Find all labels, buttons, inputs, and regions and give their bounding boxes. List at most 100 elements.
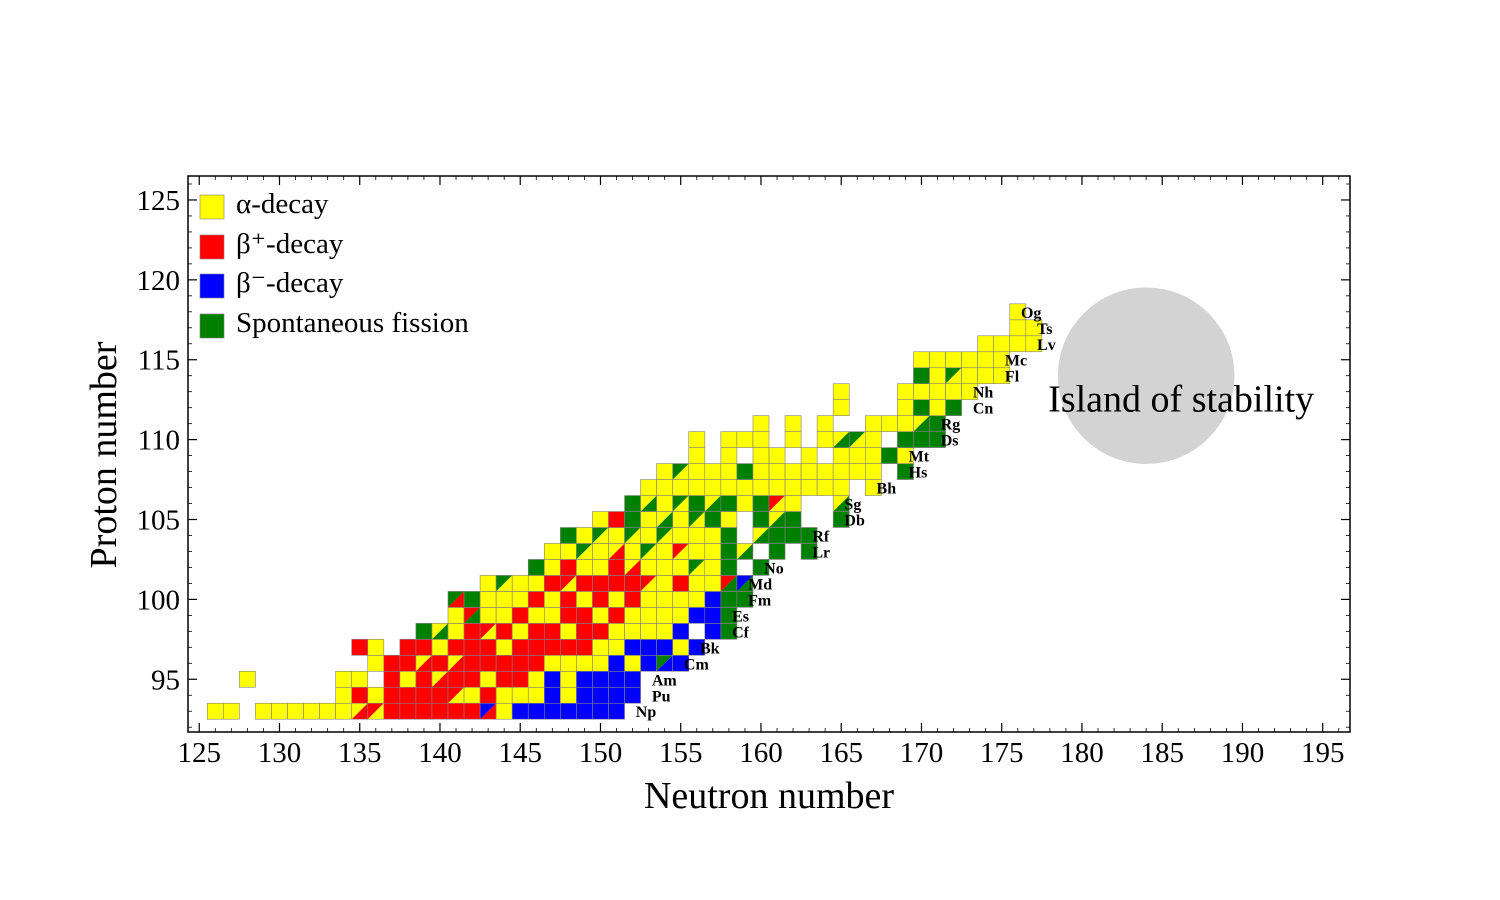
nuclide-cell-n152-z106 <box>624 495 641 512</box>
nuclide-cell-n155-z108 <box>672 463 690 480</box>
nuclide-cell-n164-z111 <box>816 415 834 432</box>
nuclide-cell-n154-z102 <box>656 559 674 576</box>
nuclide-cell-n174-z115 <box>977 351 994 369</box>
nuclide-cell-n136-z94 <box>367 686 385 704</box>
legend: α-decay β⁺-decay β⁻-decay Spontaneous fi… <box>199 188 469 339</box>
nuclide-cell-n160-z110 <box>752 431 770 448</box>
nuclide-cell-n152-z101 <box>624 575 641 592</box>
nuclide-cell-n162-z110 <box>784 431 802 448</box>
nuclide-cell-n131-z93 <box>287 702 304 720</box>
nuclide-cell-n164-z108 <box>816 463 834 480</box>
nuclide-cell-n149-z100 <box>576 591 593 608</box>
element-label-sg: Sg <box>844 497 861 514</box>
nuclide-cell-n148-z103 <box>560 543 577 560</box>
nuclide-cell-n161-z106 <box>768 495 786 512</box>
nuclide-cell-n154-z106 <box>656 495 674 512</box>
nuclide-cell-n159-z103 <box>736 543 754 560</box>
nuclide-cell-n142-z100 <box>463 591 481 608</box>
nuclide-cell-n149-z96 <box>576 655 593 672</box>
nuclide-cell-n154-z99 <box>656 607 674 624</box>
nuclide-cell-n147-z94 <box>544 686 561 704</box>
nuclide-cell-n140-z95 <box>431 670 449 688</box>
nuclide-cell-n142-z95 <box>463 670 481 688</box>
nuclide-cell-n171-z115 <box>929 351 946 369</box>
legend-label-beta-minus: β⁻-decay <box>236 267 344 299</box>
nuclide-cell-n153-z107 <box>640 479 657 496</box>
element-label-og: Og <box>1021 305 1041 322</box>
nuclide-cell-n153-z102 <box>640 559 657 576</box>
nuclide-cell-n144-z98 <box>495 623 513 640</box>
nuclide-cell-n151-z105 <box>608 511 625 528</box>
nuclide-cell-n177-z117 <box>1025 319 1043 337</box>
nuclide-cell-n141-z100 <box>447 591 465 608</box>
nuclide-cell-n168-z109 <box>881 447 898 464</box>
nuclide-cell-n160-z109 <box>752 447 770 464</box>
nuclide-cell-n156-z105 <box>688 511 706 528</box>
element-label-rg: Rg <box>941 417 961 434</box>
nuclide-cell-n155-z99 <box>672 607 690 624</box>
nuclide-cell-n153-z98 <box>640 623 657 640</box>
nuclide-cell-n134-z95 <box>335 670 353 688</box>
x-tick-label: 155 <box>659 737 703 769</box>
nuclide-cell-n145-z100 <box>511 591 529 608</box>
nuclide-cell-n171-z114 <box>929 367 946 385</box>
nuclide-cell-n144-z95 <box>495 670 513 688</box>
nuclide-cell-n153-z99 <box>640 607 657 624</box>
nuclide-cell-n141-z98 <box>447 623 465 640</box>
element-label-np: Np <box>636 704 657 721</box>
nuclide-cell-n160-z104 <box>752 527 770 544</box>
legend-swatch-beta-minus <box>199 273 225 299</box>
nuclide-cell-n144-z97 <box>495 639 513 656</box>
nuclide-cell-n161-z104 <box>768 527 786 544</box>
nuclide-cell-n140-z96 <box>431 655 449 672</box>
nuclide-cell-n150-z104 <box>592 527 609 544</box>
element-label-mc: Mc <box>1005 353 1027 370</box>
element-label-bh: Bh <box>877 481 897 498</box>
nuclide-cell-n155-z104 <box>672 527 690 544</box>
nuclide-cell-n160-z106 <box>752 495 770 512</box>
nuclide-cell-n146-z95 <box>527 670 545 688</box>
legend-swatch-beta-plus <box>199 234 225 260</box>
nuclide-cell-n151-z99 <box>608 607 625 624</box>
nuclide-cell-n134-z94 <box>335 686 353 704</box>
nuclide-cell-n159-z106 <box>736 495 754 512</box>
nuclide-cell-n172-z112 <box>945 399 962 416</box>
element-label-cm: Cm <box>684 656 710 673</box>
x-tick-label: 175 <box>980 737 1024 769</box>
nuclide-cell-n152-z98 <box>624 623 641 640</box>
element-label-db: Db <box>844 513 865 530</box>
nuclide-cell-n169-z113 <box>897 383 914 400</box>
nuclide-cell-n146-z99 <box>527 607 545 624</box>
nuclide-cell-n141-z97 <box>447 639 465 656</box>
nuclide-cell-n141-z95 <box>447 670 465 688</box>
x-tick-label: 130 <box>258 737 302 769</box>
nuclide-cell-n144-z93 <box>495 702 513 720</box>
nuclide-cell-n152-z97 <box>624 639 641 656</box>
y-axis-ticks: 95 100 105 110 115 120 125 <box>137 183 1350 728</box>
nuclide-cell-n135-z95 <box>351 670 369 688</box>
nuclide-cell-n150-z95 <box>592 670 609 688</box>
nuclide-cell-n137-z95 <box>383 670 401 688</box>
island-layer: Island of stability <box>1048 287 1314 464</box>
nuclide-cell-n150-z96 <box>592 655 609 672</box>
nuclide-cell-n147-z97 <box>544 639 561 656</box>
nuclide-cell-n139-z96 <box>415 655 433 672</box>
nuclide-cell-n152-z96 <box>624 655 641 672</box>
nuclide-cell-n160-z105 <box>752 511 770 528</box>
nuclide-cell-n164-z110 <box>816 431 834 448</box>
element-label-pu: Pu <box>652 688 671 705</box>
nuclide-cell-n171-z113 <box>929 383 946 400</box>
nuclide-cell-n148-z101 <box>560 575 577 592</box>
nuclide-cell-n155-z97 <box>672 639 690 656</box>
nuclide-cell-n165-z112 <box>832 399 850 416</box>
plot-frame <box>187 175 1351 733</box>
nuclide-cell-n142-z93 <box>463 702 481 720</box>
nuclide-cell-n167-z110 <box>864 431 882 448</box>
nuclide-cell-n157-z100 <box>704 591 722 608</box>
nuclide-cell-n130-z93 <box>271 702 288 720</box>
nuclide-cell-n162-z105 <box>784 511 802 528</box>
x-axis-ticks: 125 130 135 140 145 150 155 160 165 170 175 180 185 1… <box>177 176 1344 769</box>
nuclide-cell-n154-z103 <box>656 543 674 560</box>
nuclide-cell-n146-z102 <box>527 559 545 576</box>
